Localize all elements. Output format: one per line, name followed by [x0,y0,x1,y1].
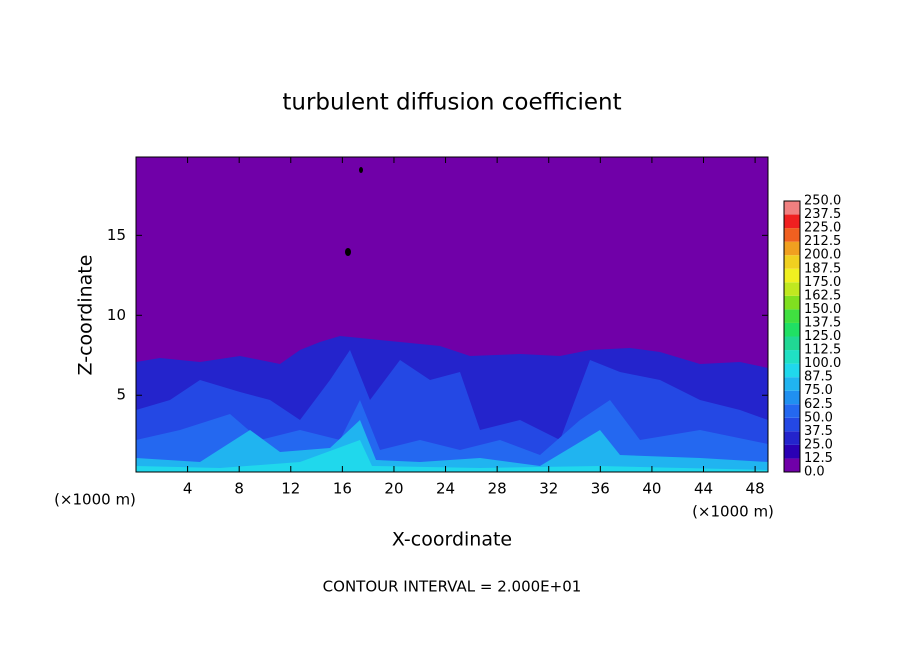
colorbar-swatch [784,214,800,229]
x-tick-label: 4 [183,480,193,498]
colorbar-swatch [784,268,800,283]
colorbar-label: 50.0 [804,410,833,425]
colorbar-swatch [784,431,800,445]
field-region [136,420,768,472]
colorbar-label: 137.5 [804,315,841,330]
x-axis-label: X-coordinate [392,529,512,551]
field [136,157,768,472]
footnote: CONTOUR INTERVAL = 2.000E+01 [323,578,582,596]
colorbar-swatch [784,282,800,296]
colorbar-label: 237.5 [804,207,841,222]
x-tick-label: 36 [591,480,610,498]
colorbar-label: 212.5 [804,234,841,249]
x-tick-label: 8 [234,480,244,498]
colorbar-label: 12.5 [804,451,833,466]
colorbar-label: 187.5 [804,261,841,276]
field-region [136,440,768,472]
x-tick-label: 32 [539,480,558,498]
colorbar-swatch [784,295,800,310]
colorbar-swatch [784,228,800,242]
colorbar-label: 62.5 [804,397,833,412]
x-unit-label: (×1000 m) [54,491,136,509]
colorbar-swatch [784,350,800,364]
colorbar-label: 250.0 [804,194,841,209]
y-tick-label: 10 [107,306,126,324]
colorbar-label: 225.0 [804,221,841,236]
colorbar-label: 162.5 [804,288,841,303]
colorbar-label: 100.0 [804,356,841,371]
x-tick-label: 16 [333,480,352,498]
colorbar-swatch [784,309,800,323]
y-axis-label: Z-coordinate [75,255,97,376]
colorbar-label: 0.0 [804,465,825,480]
x-unit-label: (×1000 m) [692,503,774,521]
colorbar-swatch [784,417,800,432]
chart-title: turbulent diffusion coefficient [282,90,621,116]
y-tick-label: 15 [107,226,126,244]
contour-spot [359,167,363,173]
x-tick-label: 44 [694,480,713,498]
colorbar-swatch [784,322,800,337]
colorbar-label: 150.0 [804,302,841,317]
colorbar-swatch [784,363,800,378]
x-tick-label: 28 [488,480,507,498]
x-tick-label: 48 [746,480,765,498]
colorbar-swatch [784,444,800,459]
colorbar-swatch [784,336,800,351]
x-tick-label: 20 [384,480,403,498]
colorbar-label: 200.0 [804,248,841,263]
x-tick-label: 40 [642,480,661,498]
colorbar-label: 112.5 [804,343,841,358]
colorbar-label: 87.5 [804,370,833,385]
colorbar-label: 175.0 [804,275,841,290]
x-tick-label: 12 [281,480,300,498]
colorbar-swatch [784,404,800,418]
colorbar-label: 75.0 [804,383,833,398]
colorbar-swatch [784,390,800,405]
x-tick-label: 24 [436,480,455,498]
colorbar-swatch [784,241,800,256]
colorbar-swatch [784,201,800,215]
colorbar-swatch [784,377,800,391]
colorbar-label: 37.5 [804,424,833,439]
colorbar-label: 25.0 [804,437,833,452]
colorbar-frame [783,200,801,473]
plot-frame [135,156,769,473]
colorbar-label: 125.0 [804,329,841,344]
colorbar-swatch [784,458,800,472]
contour-spot [345,248,351,256]
y-tick-label: 5 [116,386,126,404]
colorbar-swatch [784,255,800,269]
